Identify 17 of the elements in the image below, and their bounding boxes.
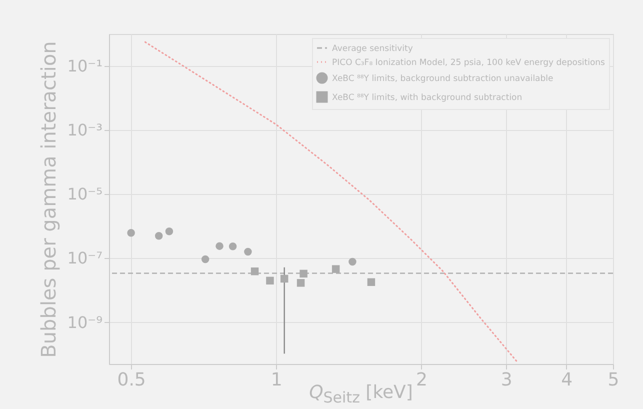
- y-tick-label: 10⁻¹: [67, 56, 102, 76]
- legend-label: Average sensitivity: [332, 44, 413, 54]
- x-tick-label: 4: [561, 370, 573, 390]
- x-tick-label: 2: [416, 370, 428, 390]
- legend-label: PICO C₃F₈ Ionization Model, 25 psia, 100 keV energy depositions: [332, 58, 606, 68]
- x-tick-label: 0.5: [117, 370, 146, 390]
- legend-label: XeBC ⁸⁸Y limits, with background subtraction: [332, 93, 522, 103]
- y-tick-label: 10⁻⁹: [67, 312, 102, 332]
- x-tick-label: 5: [608, 370, 620, 390]
- legend-label: XeBC ⁸⁸Y limits, background subtraction unavailable: [332, 74, 554, 84]
- y-tick-label: 10⁻⁵: [67, 184, 102, 204]
- y-tick-label: 10⁻³: [67, 120, 102, 140]
- y-tick-label: 10⁻⁷: [67, 248, 102, 268]
- x-axis-title: Q$_{Seitz}$ [keV]: [309, 382, 413, 407]
- x-tick-label: 1: [270, 370, 282, 390]
- x-tick-label: 3: [500, 370, 512, 390]
- y-axis-title: Bubbles per gamma interaction: [36, 41, 60, 358]
